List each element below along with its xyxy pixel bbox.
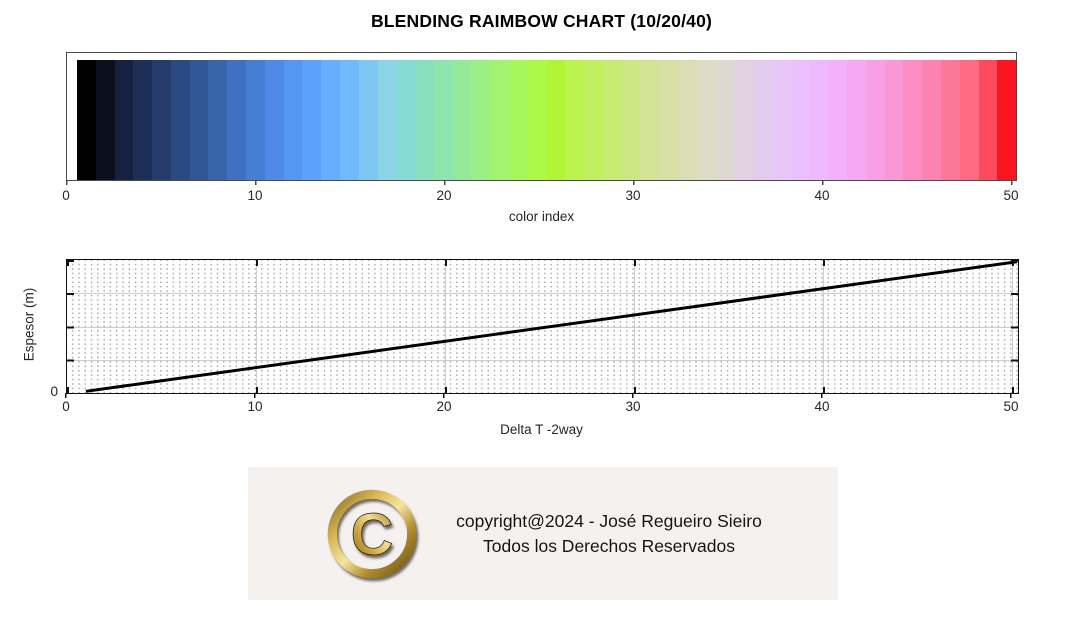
colorbar-axes bbox=[66, 52, 1017, 185]
colorbar-strip bbox=[77, 60, 1017, 180]
colorbar-cell bbox=[715, 60, 735, 180]
colorbar-cell bbox=[640, 60, 660, 180]
colorbar-cell bbox=[321, 60, 340, 180]
colorbar-cell bbox=[339, 60, 359, 180]
tick-label: 40 bbox=[814, 188, 830, 203]
colorbar-cell bbox=[283, 60, 303, 180]
colorbar-cell bbox=[77, 60, 96, 180]
colorbar-cell bbox=[95, 60, 115, 180]
major-gridline-vertical bbox=[822, 260, 824, 393]
gold-ring bbox=[327, 489, 417, 578]
tick-marks-left bbox=[67, 260, 74, 393]
tick-label: 50 bbox=[1003, 188, 1019, 203]
colorbar-cell bbox=[170, 60, 190, 180]
colorbar-cell bbox=[227, 60, 247, 180]
line-chart-x-tick-labels: 0 10 20 30 40 50 bbox=[62, 399, 1019, 415]
colorbar-cell bbox=[189, 60, 209, 180]
copyright-text: copyright@2024 - José Regueiro Sieiro To… bbox=[456, 509, 762, 559]
tick-label: 40 bbox=[814, 399, 830, 414]
major-gridline-horizontal bbox=[67, 293, 1018, 295]
colorbar-cell bbox=[377, 60, 397, 180]
y-axis-label: Espesor (m) bbox=[21, 287, 37, 362]
major-gridline-vertical bbox=[444, 260, 446, 393]
colorbar-cell bbox=[959, 60, 979, 180]
colorbar-cell bbox=[790, 60, 810, 180]
colorbar-cell bbox=[546, 60, 566, 180]
colorbar-cell bbox=[809, 60, 829, 180]
colorbar-tick-marks bbox=[66, 180, 1014, 185]
colorbar-cell bbox=[678, 60, 697, 180]
copyright-line-2: Todos los Derechos Reservados bbox=[483, 535, 735, 556]
colorbar-cell bbox=[246, 60, 265, 180]
tick-label: 10 bbox=[247, 399, 263, 414]
colorbar-cell bbox=[696, 60, 716, 180]
colorbar-cell bbox=[734, 60, 754, 180]
major-gridline-vertical bbox=[633, 260, 635, 393]
colorbar-cell bbox=[584, 60, 603, 180]
espesor-line bbox=[85, 260, 1018, 393]
line-chart-axes bbox=[65, 259, 1019, 398]
tick-label: 10 bbox=[247, 188, 263, 203]
colorbar-cell bbox=[771, 60, 791, 180]
colorbar-cell bbox=[396, 60, 416, 180]
tick-marks-bottom-outer bbox=[65, 393, 1014, 398]
colorbar-cell bbox=[940, 60, 960, 180]
tick-label: 50 bbox=[1003, 399, 1019, 414]
colorbar-cell bbox=[358, 60, 378, 180]
tick-marks-bottom bbox=[67, 387, 1014, 393]
tick-label: 30 bbox=[625, 188, 641, 203]
colorbar-cell bbox=[452, 60, 472, 180]
colorbar-cell bbox=[997, 60, 1017, 180]
colorbar-x-axis-label: color index bbox=[508, 209, 575, 224]
copyright-banner: C copyright@2024 - José Regueiro Sieiro … bbox=[248, 467, 838, 600]
copyright-line-1: copyright@2024 - José Regueiro Sieiro bbox=[456, 510, 762, 531]
tick-marks-top bbox=[67, 260, 1014, 266]
colorbar-cell bbox=[490, 60, 509, 180]
colorbar-cell bbox=[847, 60, 866, 180]
colorbar-cell bbox=[527, 60, 547, 180]
colorbar-cell bbox=[565, 60, 585, 180]
tick-label: 20 bbox=[436, 188, 452, 203]
colorbar-cell bbox=[264, 60, 284, 180]
chart-title: BLENDING RAIMBOW CHART (10/20/40) bbox=[370, 11, 713, 31]
tick-label: 0 bbox=[62, 188, 70, 203]
colorbar-cell bbox=[753, 60, 772, 180]
tick-label: 30 bbox=[625, 399, 641, 414]
colorbar-cell bbox=[433, 60, 453, 180]
major-gridline-vertical bbox=[255, 260, 257, 393]
colorbar-cell bbox=[415, 60, 434, 180]
colorbar-cell bbox=[922, 60, 941, 180]
copyright-icon: C bbox=[327, 489, 417, 578]
tick-label: 20 bbox=[436, 399, 452, 414]
colorbar-cell bbox=[621, 60, 641, 180]
espesor-line-layer bbox=[85, 260, 1018, 393]
colorbar-cell bbox=[471, 60, 491, 180]
colorbar-cell bbox=[302, 60, 322, 180]
y-axis-zero-label: 0 bbox=[50, 384, 58, 399]
colorbar-cell bbox=[508, 60, 528, 180]
colorbar-cell bbox=[903, 60, 923, 180]
colorbar-x-tick-labels: 0 10 20 30 40 50 bbox=[62, 188, 1019, 204]
colorbar-cell bbox=[884, 60, 904, 180]
colorbar-cell bbox=[152, 60, 171, 180]
colorbar-cell bbox=[828, 60, 848, 180]
colorbar-cell bbox=[133, 60, 153, 180]
colorbar-cell bbox=[978, 60, 998, 180]
colorbar-cell bbox=[114, 60, 134, 180]
colorbar-cell bbox=[602, 60, 622, 180]
tick-marks-right bbox=[1011, 260, 1018, 393]
gold-letter-c: C bbox=[351, 501, 394, 567]
line-plot-area bbox=[67, 260, 1018, 393]
colorbar-cell bbox=[659, 60, 678, 180]
colorbar-cell bbox=[865, 60, 885, 180]
x-axis-label: Delta T -2way bbox=[500, 422, 583, 437]
colorbar-cell bbox=[208, 60, 228, 180]
tick-label: 0 bbox=[62, 399, 70, 414]
major-gridline-horizontal bbox=[67, 359, 1018, 361]
